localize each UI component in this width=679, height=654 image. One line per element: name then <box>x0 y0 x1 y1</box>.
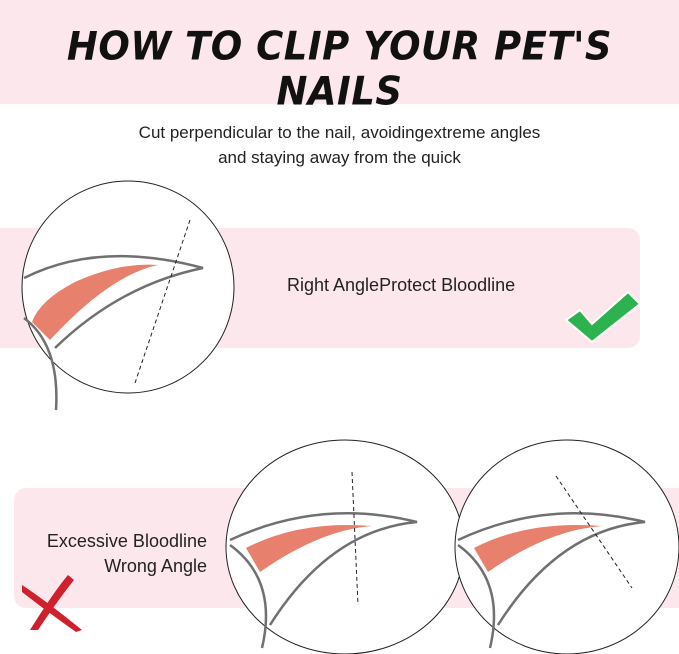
wrong-label-2: Wrong Angle <box>104 556 207 576</box>
check-icon <box>564 290 642 344</box>
header-band <box>0 0 679 104</box>
subtitle-line-1: Cut perpendicular to the nail, avoidinge… <box>138 123 541 142</box>
correct-label: Right AngleProtect Bloodline <box>287 275 516 295</box>
wrong-nail-diagram-2 <box>454 439 679 654</box>
page-title: HOW TO CLIP YOUR PET'S NAILS <box>66 23 613 115</box>
wrong-label-1: Excessive Bloodline <box>46 531 207 551</box>
wrong-nail-diagram-1 <box>225 439 465 654</box>
subtitle-line-2: and staying away from the quick <box>218 148 461 167</box>
x-mark-icon <box>22 575 82 632</box>
correct-nail-diagram <box>21 180 235 411</box>
